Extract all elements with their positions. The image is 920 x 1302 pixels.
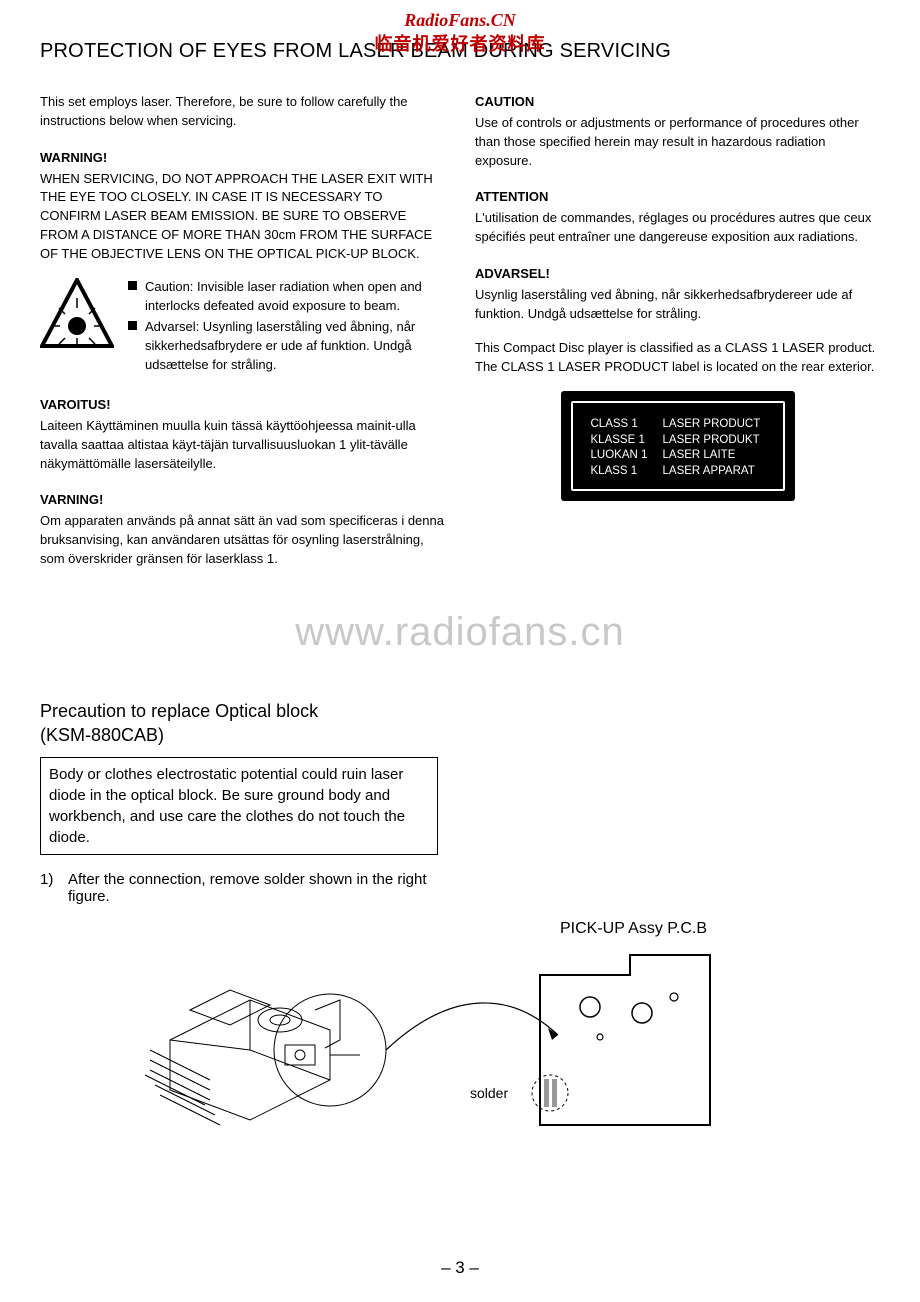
varoitus-body: Laiteen Käyttäminen muulla kuin tässä kä… [40, 417, 445, 474]
laser-warning-triangle-icon [40, 278, 114, 378]
left-column: This set employs laser. Therefore, be su… [40, 93, 445, 569]
watermark-top-2: 临音机爱好者资料库 [0, 30, 920, 56]
bullet-square-icon [128, 281, 137, 290]
document-page: RadioFans.CN 临音机爱好者资料库 PROTECTION OF EYE… [0, 0, 920, 1302]
label-row: CLASS 1LASER PRODUCT [591, 417, 783, 433]
label-cell: LASER PRODUCT [663, 417, 761, 433]
precaution-step: 1) After the connection, remove solder s… [40, 871, 440, 905]
intro-text: This set employs laser. Therefore, be su… [40, 93, 445, 131]
class1-label-inner: CLASS 1LASER PRODUCT KLASSE 1LASER PRODU… [571, 401, 785, 491]
warning-body: WHEN SERVICING, DO NOT APPROACH THE LASE… [40, 170, 445, 264]
label-cell: CLASS 1 [591, 417, 663, 433]
label-row: KLASSE 1LASER PRODUKT [591, 433, 783, 449]
label-cell: LUOKAN 1 [591, 448, 663, 464]
attention-heading: ATTENTION [475, 188, 880, 207]
bullet-item: Advarsel: Usynling laserståling ved åbni… [128, 318, 445, 375]
class-product-text: This Compact Disc player is classified a… [475, 339, 880, 377]
varning-heading: VARNING! [40, 491, 445, 510]
bullet-square-icon [128, 321, 137, 330]
label-cell: KLASSE 1 [591, 433, 663, 449]
caution-body: Use of controls or adjustments or perfor… [475, 114, 880, 171]
attention-body: L'utilisation de commandes, réglages ou … [475, 209, 880, 247]
watermark-top-1: RadioFans.CN [0, 10, 920, 31]
step-text: After the connection, remove solder show… [68, 871, 440, 905]
two-column-layout: This set employs laser. Therefore, be su… [40, 93, 880, 569]
label-cell: KLASS 1 [591, 464, 663, 480]
bullet-text: Advarsel: Usynling laserståling ved åbni… [145, 318, 445, 375]
page-number: – 3 – [0, 1258, 920, 1278]
watermark-center: www.radiofans.cn [0, 610, 920, 655]
bullet-text: Caution: Invisible laser radiation when … [145, 278, 445, 316]
precaution-boxed-text: Body or clothes electrostatic potential … [40, 757, 438, 855]
advarsel-heading: ADVARSEL! [475, 265, 880, 284]
right-column: CAUTION Use of controls or adjustments o… [475, 93, 880, 569]
precaution-title: Precaution to replace Optical block (KSM… [40, 699, 880, 748]
label-row: KLASS 1LASER APPARAT [591, 464, 783, 480]
precaution-title-line2: (KSM-880CAB) [40, 725, 164, 745]
precaution-title-line1: Precaution to replace Optical block [40, 701, 318, 721]
class1-label-box: CLASS 1LASER PRODUCT KLASSE 1LASER PRODU… [561, 391, 795, 501]
optical-pickup-drawing-icon [130, 950, 360, 1140]
varning-body: Om apparaten används på annat sätt än va… [40, 512, 445, 569]
bullet-list: Caution: Invisible laser radiation when … [128, 278, 445, 378]
warning-heading: WARNING! [40, 149, 445, 168]
label-cell: LASER LAITE [663, 448, 736, 464]
pickup-pcb-label: PICK-UP Assy P.C.B [560, 920, 707, 938]
label-cell: LASER PRODUKT [663, 433, 760, 449]
varoitus-heading: VAROITUS! [40, 396, 445, 415]
laser-icon-bullets: Caution: Invisible laser radiation when … [40, 278, 445, 378]
bullet-item: Caution: Invisible laser radiation when … [128, 278, 445, 316]
step-number: 1) [40, 871, 60, 905]
label-cell: LASER APPARAT [663, 464, 755, 480]
label-row: LUOKAN 1LASER LAITE [591, 448, 783, 464]
advarsel-body: Usynlig laserståling ved åbning, når sik… [475, 286, 880, 324]
caution-heading: CAUTION [475, 93, 880, 112]
precaution-section: Precaution to replace Optical block (KSM… [40, 699, 880, 906]
